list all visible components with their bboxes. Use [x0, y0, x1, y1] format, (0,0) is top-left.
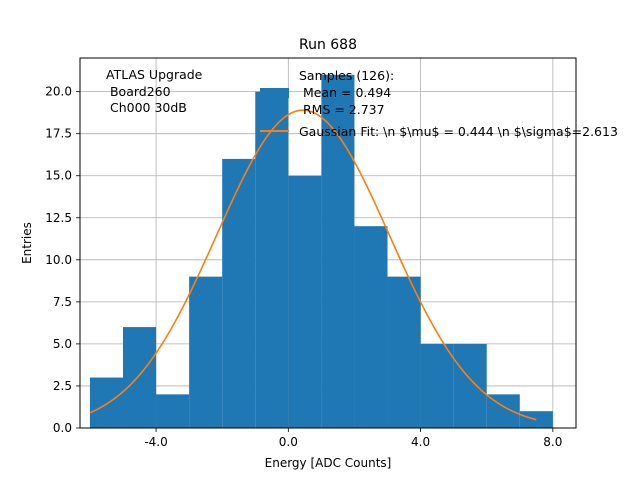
legend-hist-line-1: Samples (126): — [299, 68, 394, 83]
histogram-bar — [189, 276, 223, 428]
histogram-bar — [321, 74, 355, 429]
histogram-bar — [354, 226, 388, 428]
y-tick-label: 12.5 — [45, 211, 72, 225]
x-tick-label: -4.0 — [144, 435, 167, 449]
y-tick-label: 7.5 — [53, 295, 72, 309]
histogram-bar — [420, 343, 454, 428]
histogram-bar — [288, 175, 322, 428]
histogram-bar — [122, 327, 157, 428]
legend-hist-line-2: Mean = 0.494 — [299, 85, 391, 100]
y-tick-label: 10.0 — [45, 253, 72, 267]
y-tick-label: 15.0 — [45, 169, 72, 183]
histogram-bars — [89, 74, 553, 429]
annotation-line-1: ATLAS Upgrade — [106, 67, 203, 82]
y-tick-label: 17.5 — [45, 127, 72, 141]
x-tick-label: 0.0 — [279, 435, 298, 449]
legend-hist-line-3: RMS = 2.737 — [299, 102, 385, 117]
y-axis-ticks: 0.0 2.5 5.0 7.5 10.0 12.5 15.0 17.5 20.0 — [45, 85, 80, 435]
x-axis-ticks: -4.0 0.0 4.0 8.0 — [144, 428, 562, 449]
annotation-line-3: Ch000 30dB — [106, 100, 187, 115]
legend: Samples (126): Mean = 0.494 RMS = 2.737 … — [260, 68, 618, 139]
chart-title: Run 688 — [299, 37, 357, 53]
annotation-box: ATLAS Upgrade Board260 Ch000 30dB — [106, 67, 203, 115]
fit-curve-line — [89, 109, 537, 421]
x-tick-label: 8.0 — [543, 435, 562, 449]
y-tick-label: 0.0 — [53, 421, 72, 435]
histogram-bar — [453, 343, 487, 428]
histogram-bar — [255, 91, 289, 429]
x-tick-label: 4.0 — [411, 435, 430, 449]
annotation-line-2: Board260 — [106, 84, 171, 99]
histogram-bar — [222, 158, 256, 428]
y-axis-label: Entries — [20, 222, 34, 264]
legend-fit-label: Gaussian Fit: \n $\mu$ = 0.444 \n $\sigm… — [299, 124, 618, 139]
legend-histogram-swatch — [260, 88, 289, 98]
gaussian-fit-curve — [89, 109, 537, 421]
plot-frame — [79, 57, 577, 429]
y-tick-label: 20.0 — [45, 85, 72, 99]
x-axis-label: Energy [ADC Counts] — [265, 456, 392, 470]
histogram-bar — [89, 377, 123, 428]
y-tick-label: 5.0 — [53, 337, 72, 351]
histogram-bar — [156, 394, 190, 428]
histogram-bar — [387, 276, 421, 428]
y-tick-label: 2.5 — [53, 379, 72, 393]
